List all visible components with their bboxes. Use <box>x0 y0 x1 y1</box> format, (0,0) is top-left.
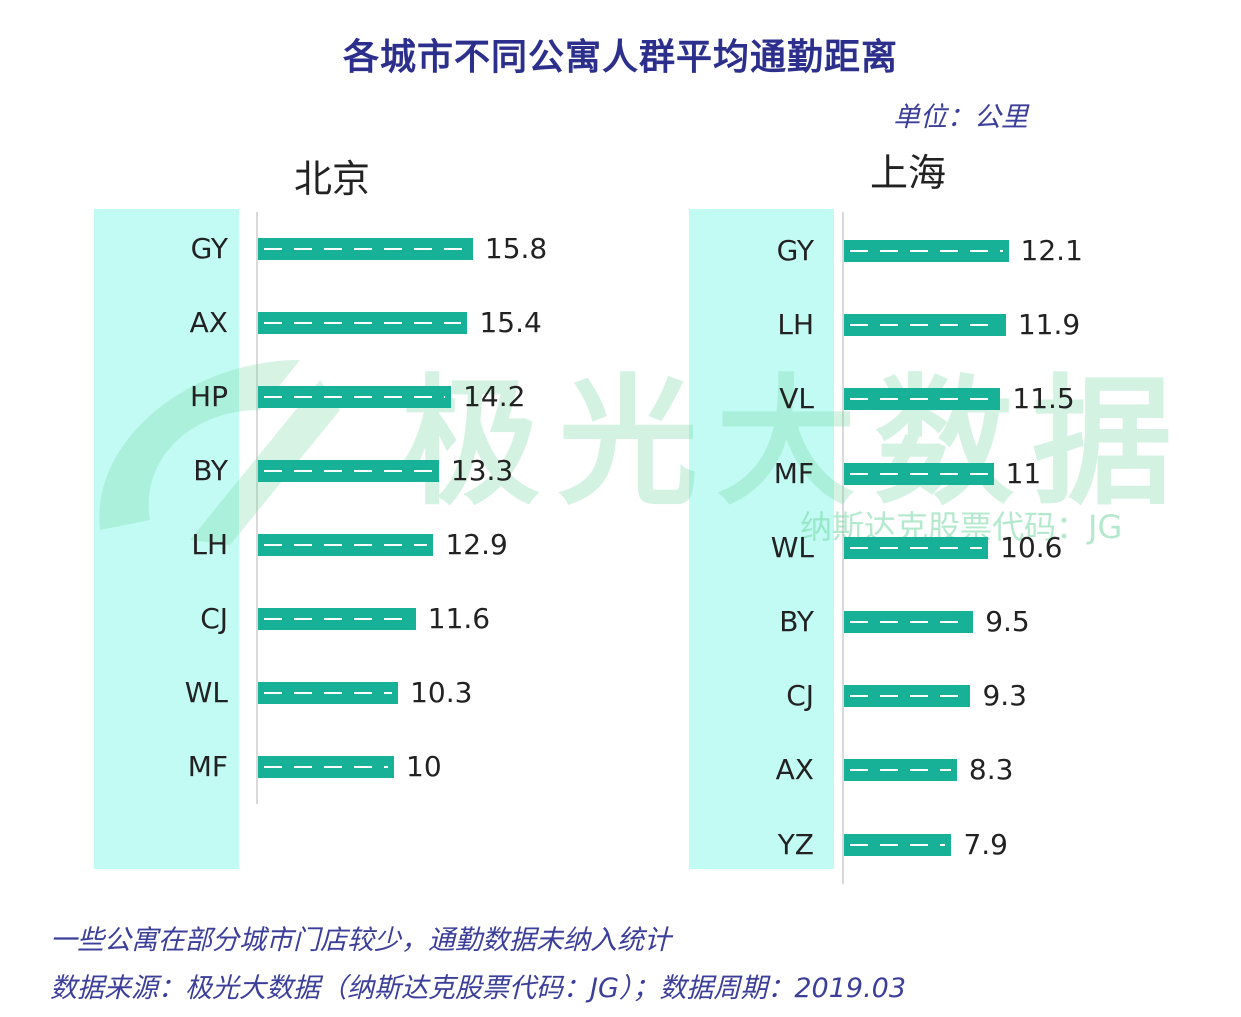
shanghai-category-label: GY <box>776 234 814 267</box>
shanghai-category-strip <box>689 209 834 869</box>
shanghai-value-label: 11 <box>1005 456 1042 490</box>
chart-title: 各城市不同公寓人群平均通勤距离 <box>342 37 898 78</box>
shanghai-bar <box>844 685 971 708</box>
beijing-bar <box>258 312 468 334</box>
beijing-category-label: LH <box>191 528 228 561</box>
beijing-bar <box>258 756 394 778</box>
shanghai-category-label: AX <box>775 753 814 787</box>
beijing-value-label: 15.4 <box>479 306 542 339</box>
shanghai-value-label: 8.3 <box>968 753 1014 787</box>
beijing-axis-line <box>256 212 258 804</box>
beijing-value-label: 12.9 <box>445 528 508 561</box>
unit-label: 单位：公里 <box>893 102 1028 133</box>
beijing-value-label: 10.3 <box>410 676 473 709</box>
beijing-category-strip <box>94 209 239 869</box>
beijing-value-label: 15.8 <box>484 232 548 265</box>
beijing-category-label: BY <box>193 454 228 487</box>
beijing-bar <box>258 460 439 482</box>
shanghai-category-label: BY <box>779 605 814 638</box>
shanghai-category-label: CJ <box>786 679 814 713</box>
shanghai-bar <box>844 388 1001 411</box>
footnote: 一些公寓在部分城市门店较少，通勤数据未纳入统计 <box>50 925 671 956</box>
beijing-category-label: WL <box>184 676 228 709</box>
beijing-value-label: 13.3 <box>450 454 514 487</box>
beijing-bar <box>258 682 399 704</box>
shanghai-category-label: YZ <box>777 827 814 861</box>
beijing-category-label: GY <box>190 232 228 265</box>
shanghai-value-label: 9.3 <box>982 679 1027 713</box>
data-source: 数据来源：极光大数据（纳斯达克股票代码：JG）；数据周期：2019.03 <box>50 973 907 1004</box>
shanghai-category-label: LH <box>777 308 814 342</box>
shanghai-value-label: 11.5 <box>1012 382 1075 416</box>
beijing-bar <box>258 238 473 260</box>
beijing-bar <box>258 608 416 630</box>
beijing-bar <box>258 386 452 408</box>
shanghai-bar <box>844 314 1006 337</box>
shanghai-value-label: 12.1 <box>1020 234 1083 267</box>
shanghai-panel-title: 上海 <box>870 151 947 195</box>
beijing-value-label: 10 <box>406 750 442 783</box>
beijing-value-label: 14.2 <box>463 380 526 413</box>
beijing-value-label: 11.6 <box>427 602 491 635</box>
shanghai-axis-line <box>842 212 844 884</box>
shanghai-value-label: 9.5 <box>985 605 1030 638</box>
shanghai-category-label: MF <box>773 456 814 490</box>
shanghai-value-label: 7.9 <box>963 827 1008 861</box>
beijing-category-label: MF <box>187 750 228 783</box>
shanghai-bar <box>844 240 1009 262</box>
shanghai-value-label: 10.6 <box>1000 530 1063 564</box>
shanghai-bar <box>844 759 957 782</box>
beijing-category-label: HP <box>190 380 228 413</box>
shanghai-bar <box>844 833 952 856</box>
beijing-category-label: AX <box>189 306 228 339</box>
beijing-bar <box>258 534 434 556</box>
shanghai-bar <box>844 462 994 485</box>
shanghai-bar <box>844 536 989 559</box>
beijing-category-label: CJ <box>200 602 228 635</box>
beijing-panel-title: 北京 <box>294 157 371 201</box>
shanghai-bar <box>844 611 974 633</box>
shanghai-category-label: WL <box>770 530 814 564</box>
shanghai-value-label: 11.9 <box>1017 308 1081 342</box>
shanghai-category-label: VL <box>779 382 814 416</box>
